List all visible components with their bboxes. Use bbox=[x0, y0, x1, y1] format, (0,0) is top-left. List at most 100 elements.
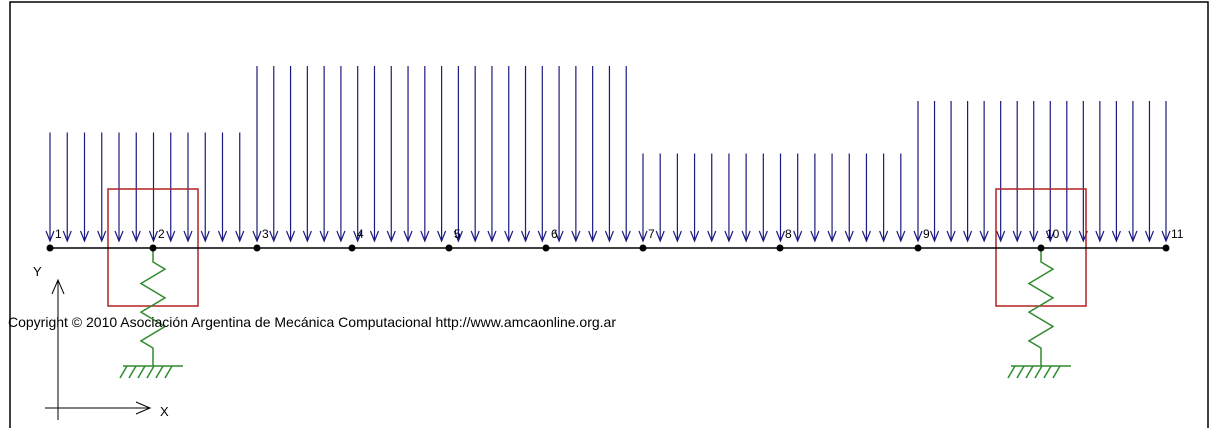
load-arrow bbox=[571, 66, 581, 243]
load-arrow bbox=[269, 66, 279, 243]
load-arrow bbox=[655, 153, 665, 243]
load-arrow bbox=[386, 66, 396, 243]
node-dot bbox=[149, 244, 157, 252]
node-label: 1 bbox=[55, 227, 62, 241]
load-arrow bbox=[844, 153, 854, 243]
load-arrow bbox=[929, 101, 940, 243]
coordinate-axes: Y X bbox=[33, 264, 169, 420]
load-arrow bbox=[588, 66, 598, 243]
load-arrow bbox=[183, 132, 193, 243]
load-arrow bbox=[62, 132, 72, 243]
load-arrow bbox=[1045, 101, 1055, 243]
load-arrow bbox=[793, 153, 803, 243]
load-arrow bbox=[487, 66, 497, 243]
distributed-load bbox=[45, 66, 1171, 243]
load-arrow bbox=[690, 153, 700, 243]
load-arrow bbox=[336, 66, 346, 243]
load-arrow bbox=[1095, 101, 1105, 243]
load-arrow bbox=[621, 66, 631, 243]
load-arrow bbox=[45, 132, 55, 243]
load-arrow bbox=[252, 66, 262, 243]
load-arrow bbox=[353, 66, 363, 243]
load-arrow bbox=[97, 132, 107, 243]
load-arrow bbox=[148, 132, 159, 243]
load-arrow bbox=[302, 66, 312, 243]
y-axis-label: Y bbox=[33, 264, 42, 279]
load-arrow bbox=[1161, 101, 1171, 243]
load-arrow bbox=[114, 132, 124, 243]
load-arrow bbox=[827, 153, 837, 243]
node-label: 11 bbox=[1171, 227, 1184, 241]
load-arrow bbox=[638, 153, 648, 243]
load-arrow bbox=[217, 132, 228, 243]
x-axis-label: X bbox=[160, 404, 169, 419]
load-arrow bbox=[707, 153, 717, 243]
spring-supports bbox=[119, 248, 1071, 379]
node-label: 7 bbox=[648, 227, 655, 241]
node-label: 4 bbox=[357, 227, 364, 241]
load-arrow bbox=[946, 101, 956, 243]
y-axis-arrowhead bbox=[51, 278, 65, 295]
node-dot bbox=[445, 244, 453, 252]
load-arrow bbox=[1012, 101, 1022, 243]
beam-nodes: 1 2 3 4 5 6 7 8 9 10 11 bbox=[46, 227, 1184, 252]
node-dot bbox=[914, 244, 922, 252]
node-label: 8 bbox=[785, 227, 792, 241]
load-arrow bbox=[724, 153, 734, 243]
load-arrow bbox=[963, 101, 973, 243]
node-dot bbox=[253, 244, 261, 252]
load-arrow bbox=[1144, 101, 1155, 243]
node-dot bbox=[1162, 244, 1170, 252]
load-arrow bbox=[741, 153, 751, 243]
load-arrow bbox=[286, 66, 296, 243]
load-arrow bbox=[403, 66, 413, 243]
load-arrow bbox=[672, 153, 682, 243]
node-label: 3 bbox=[262, 227, 269, 241]
load-arrow bbox=[470, 66, 480, 243]
node-dot bbox=[776, 244, 784, 252]
load-arrow bbox=[437, 66, 447, 243]
load-arrow bbox=[996, 101, 1006, 243]
load-arrow bbox=[775, 153, 786, 243]
load-arrow bbox=[504, 66, 514, 243]
load-arrow bbox=[420, 66, 430, 243]
load-arrow bbox=[810, 153, 820, 243]
node-label: 9 bbox=[923, 227, 930, 241]
node-dot bbox=[639, 244, 647, 252]
load-arrow bbox=[861, 153, 871, 243]
spring-support bbox=[119, 248, 183, 379]
load-arrow bbox=[879, 153, 889, 243]
load-arrow bbox=[537, 66, 547, 243]
load-arrow bbox=[200, 132, 210, 243]
load-arrow bbox=[79, 132, 90, 243]
node-dot bbox=[348, 244, 356, 252]
load-arrow bbox=[979, 101, 989, 243]
node-label: 5 bbox=[454, 227, 461, 241]
spring-support bbox=[1007, 248, 1071, 379]
copyright-notice: Copyright © 2010 Asociación Argentina de… bbox=[8, 314, 616, 330]
load-arrow bbox=[1111, 101, 1121, 243]
load-arrow bbox=[1029, 101, 1039, 243]
node-label: 6 bbox=[551, 227, 558, 241]
load-arrow bbox=[604, 66, 614, 243]
load-arrow bbox=[554, 66, 564, 243]
load-arrow bbox=[166, 132, 176, 243]
node-label: 2 bbox=[158, 227, 165, 241]
load-arrow bbox=[520, 66, 531, 243]
load-arrow bbox=[1062, 101, 1072, 243]
frame-border bbox=[9, 1, 1209, 428]
load-arrow bbox=[131, 132, 141, 243]
node-dot bbox=[1037, 244, 1045, 252]
node-label: 10 bbox=[1046, 227, 1060, 241]
load-arrow bbox=[369, 66, 380, 243]
node-dot bbox=[46, 244, 54, 252]
load-arrow bbox=[913, 101, 923, 243]
node-dot bbox=[542, 244, 550, 252]
x-axis-arrowhead bbox=[135, 401, 152, 415]
load-arrow bbox=[896, 153, 906, 243]
load-arrow bbox=[319, 66, 329, 243]
load-arrow bbox=[235, 132, 245, 243]
load-arrow bbox=[453, 66, 463, 243]
load-arrow bbox=[1128, 101, 1138, 243]
